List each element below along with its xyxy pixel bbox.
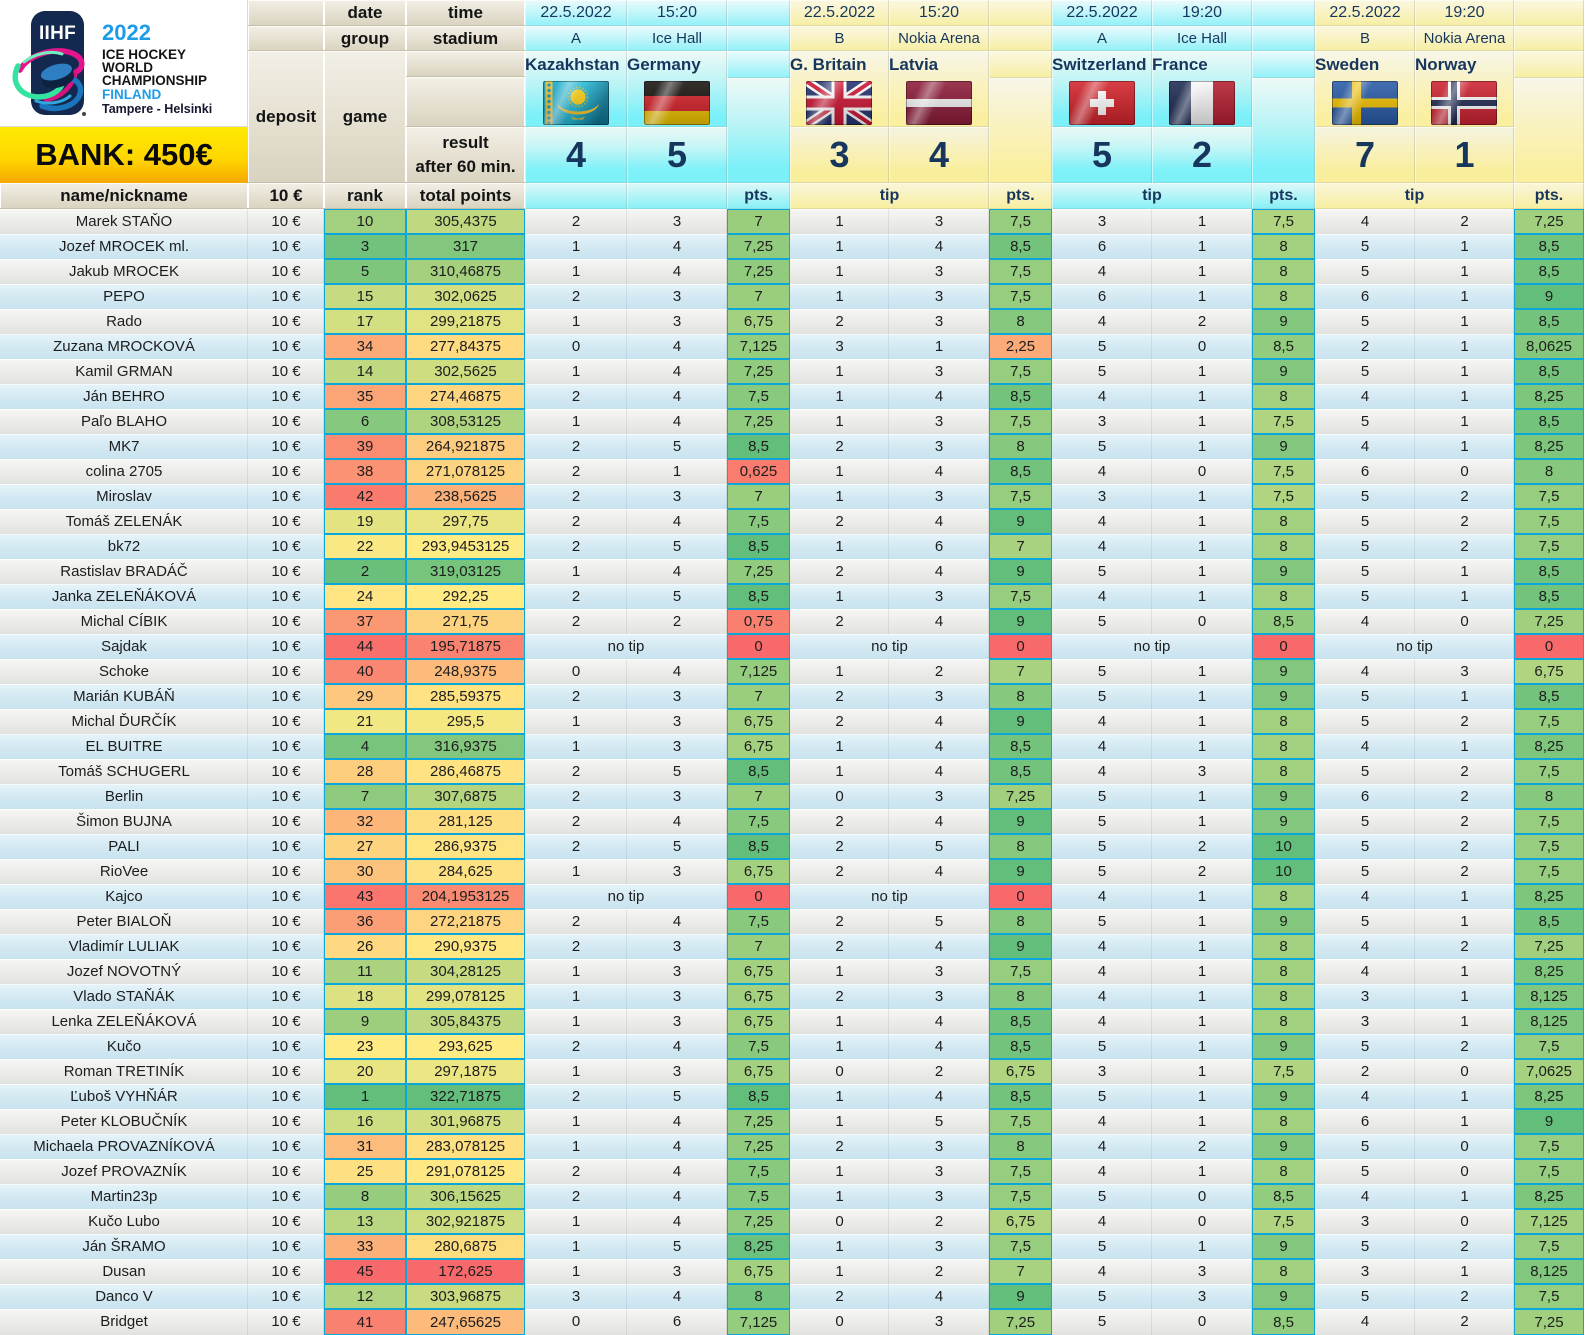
svg-text:IIHF: IIHF	[39, 23, 76, 44]
